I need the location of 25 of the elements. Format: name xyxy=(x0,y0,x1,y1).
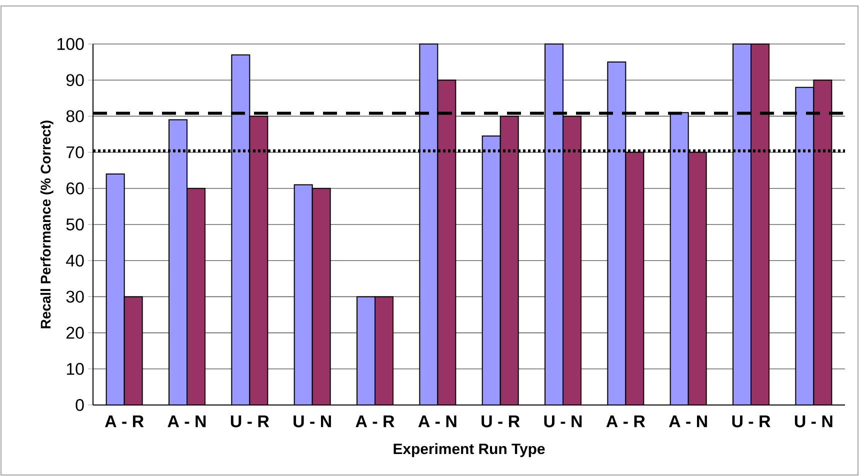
y-tick-label: 60 xyxy=(66,182,84,194)
x-axis-title: Experiment Run Type xyxy=(394,443,545,458)
x-tick-label: A - R xyxy=(356,416,394,428)
x-tick-label: U - N xyxy=(544,416,582,428)
x-tick-label: A - N xyxy=(168,416,206,428)
x-tick-label: U - R xyxy=(230,416,270,428)
y-tick-label: 90 xyxy=(66,74,84,86)
y-tick-label: 80 xyxy=(66,110,84,122)
y-tick-label: 40 xyxy=(66,254,84,267)
y-tick-label: 20 xyxy=(66,326,84,339)
x-tick-label: U - N xyxy=(794,416,832,428)
y-axis-title: Recall Performance (% Correct) xyxy=(40,120,54,328)
y-tick-label: 100 xyxy=(58,38,84,50)
x-tick-label: U - N xyxy=(294,416,331,428)
x-tick-label: U - R xyxy=(732,416,770,428)
x-tick-label: A - R xyxy=(606,416,646,428)
x-tick-label: U - R xyxy=(482,416,520,428)
y-tick-label: 50 xyxy=(66,218,84,230)
x-tick-label: A - R xyxy=(105,416,144,428)
y-tick-label: 70 xyxy=(66,146,84,158)
y-tick-label: 0 xyxy=(76,399,84,411)
y-tick-label: 10 xyxy=(66,362,84,375)
x-tick-label: A - N xyxy=(669,416,707,428)
y-tick-label: 30 xyxy=(66,290,84,303)
x-tick-label: A - N xyxy=(418,416,456,428)
